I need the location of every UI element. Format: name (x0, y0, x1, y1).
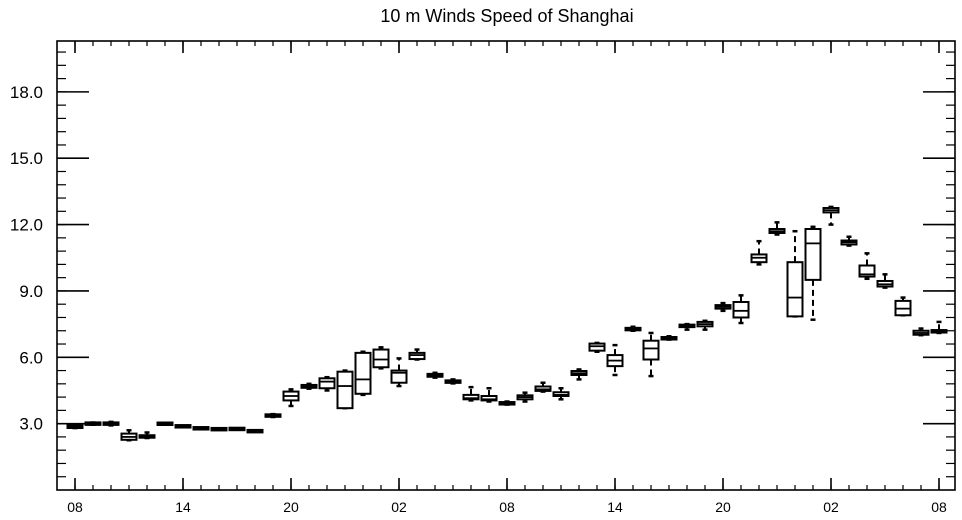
x-tick-label: 02 (391, 499, 407, 515)
iqr-box (804, 228, 822, 281)
box-3 (120, 429, 138, 442)
x-tick-label: 20 (715, 499, 731, 515)
box-22 (462, 385, 480, 402)
box-32 (642, 331, 660, 378)
box-31 (624, 325, 642, 332)
chart-title: 10 m Winds Speed of Shanghai (380, 6, 634, 26)
box-47 (912, 327, 930, 337)
y-tick-label: 9.0 (19, 282, 43, 301)
minor-ticks (57, 41, 955, 490)
box-25 (516, 391, 534, 403)
box-30 (606, 343, 624, 377)
box-38 (750, 239, 768, 266)
box-10 (246, 428, 264, 434)
box-19 (408, 348, 426, 361)
box-42 (822, 205, 840, 226)
y-tick-label: 15.0 (10, 149, 43, 168)
box-13 (300, 382, 318, 390)
box-41 (804, 225, 822, 321)
box-12 (282, 388, 300, 408)
iqr-box (354, 351, 372, 395)
box-16 (354, 350, 372, 397)
box-28 (570, 368, 588, 381)
iqr-box (318, 377, 336, 390)
box-9 (228, 426, 246, 432)
box-7 (192, 426, 210, 431)
x-tick-label: 02 (823, 499, 839, 515)
box-45 (876, 273, 894, 289)
box-18 (390, 357, 408, 388)
box-14 (318, 375, 336, 392)
iqr-box (858, 264, 876, 278)
x-axis-ticks: 08 14 20 02 08 14 20 02 08 (67, 41, 947, 515)
x-tick-label: 08 (67, 499, 83, 515)
box-43 (840, 235, 858, 247)
box-6 (174, 424, 192, 429)
x-tick-label: 14 (607, 499, 623, 515)
plot-frame (56, 40, 956, 491)
box-27 (552, 387, 570, 401)
y-tick-label: 3.0 (19, 415, 43, 434)
box-36 (714, 301, 732, 313)
box-40 (786, 229, 804, 318)
x-tick-label: 14 (175, 499, 191, 515)
iqr-box (336, 370, 354, 410)
box-0 (66, 423, 84, 430)
box-35 (696, 319, 714, 331)
box-44 (858, 252, 876, 281)
iqr-box (480, 394, 498, 402)
box-series (66, 205, 948, 442)
box-24 (498, 400, 516, 406)
iqr-box (786, 261, 804, 318)
box-20 (426, 371, 444, 379)
box-34 (678, 322, 696, 331)
box-17 (372, 346, 390, 370)
iqr-box (642, 339, 660, 361)
y-tick-label: 6.0 (19, 348, 43, 367)
box-46 (894, 296, 912, 317)
box-1 (84, 421, 102, 427)
y-tick-label: 12.0 (10, 216, 43, 235)
box-5 (156, 421, 174, 427)
box-2 (102, 420, 120, 427)
y-tick-label: 18.0 (10, 83, 43, 102)
box-4 (138, 431, 156, 440)
x-tick-label: 08 (931, 499, 947, 515)
box-37 (732, 294, 750, 325)
box-21 (444, 378, 462, 385)
box-48 (930, 320, 948, 335)
box-33 (660, 335, 678, 341)
box-23 (480, 387, 498, 403)
box-26 (534, 381, 552, 393)
box-15 (336, 369, 354, 410)
box-39 (768, 221, 786, 236)
iqr-box (372, 348, 390, 369)
box-8 (210, 426, 228, 432)
box-29 (588, 341, 606, 354)
y-axis-ticks: 3.0 6.0 9.0 12.0 15.0 18.0 (10, 83, 955, 434)
iqr-box (732, 300, 750, 319)
iqr-box (462, 393, 480, 401)
box-11 (264, 412, 282, 419)
x-tick-label: 20 (283, 499, 299, 515)
x-tick-label: 08 (499, 499, 515, 515)
